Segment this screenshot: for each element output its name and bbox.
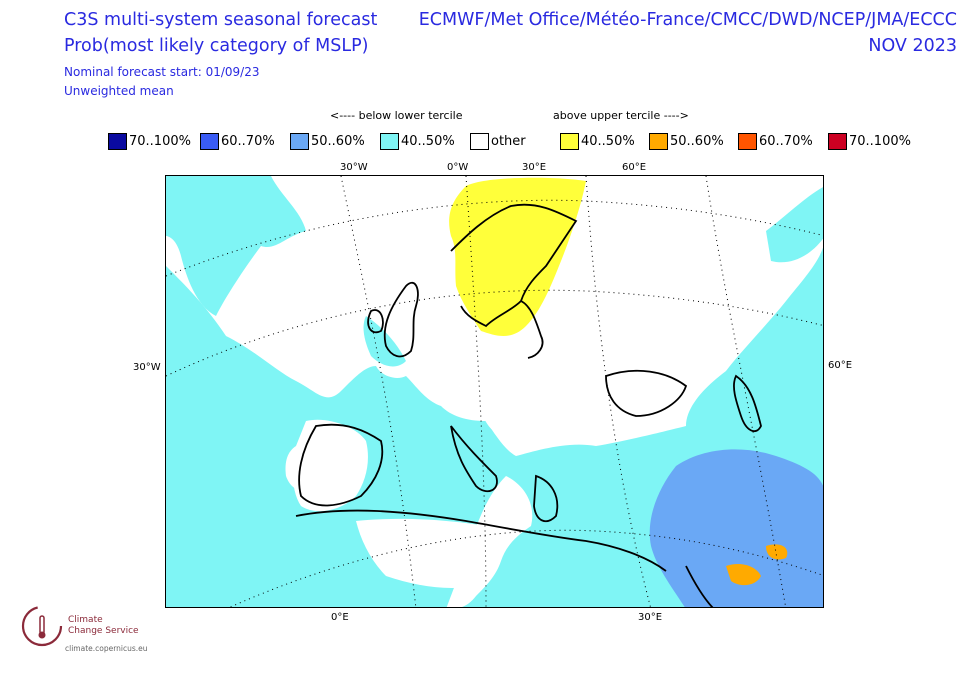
- bottom-label-0e: 0°E: [331, 612, 349, 623]
- above-tercile-label: above upper tercile ---->: [553, 109, 689, 122]
- legend-swatch: [828, 133, 847, 150]
- forecast-start: Nominal forecast start: 01/09/23: [64, 65, 260, 79]
- coast-caspian: [733, 374, 762, 433]
- legend-swatch: [560, 133, 579, 150]
- logo-line2: Change Service: [68, 626, 139, 636]
- white-atlantic-small: [285, 446, 318, 492]
- right-label-60e: 60°E: [828, 360, 853, 371]
- legend-swatch: [380, 133, 399, 150]
- coast-scandinavia: [450, 203, 578, 328]
- logo-line1: Climate: [68, 615, 103, 625]
- top-label-60e: 60°E: [622, 162, 647, 173]
- coast-greece: [533, 474, 559, 523]
- top-label-30e: 30°E: [522, 162, 547, 173]
- legend-label: 60..70%: [221, 134, 275, 149]
- below-tercile-label: <---- below lower tercile: [330, 109, 463, 122]
- legend-swatch: [470, 133, 489, 150]
- below-50-60-middle-east: [649, 449, 823, 607]
- legend-label: 50..60%: [670, 134, 724, 149]
- cyan-arctic-right: [766, 187, 823, 263]
- legend-label: 40..50%: [401, 134, 455, 149]
- coast-n-africa: [295, 509, 667, 572]
- method-note: Unweighted mean: [64, 84, 174, 98]
- coast-ireland: [367, 309, 384, 334]
- coast-baltic: [520, 300, 544, 359]
- centres-list: ECMWF/Met Office/Météo-France/CMCC/DWD/N…: [418, 10, 957, 30]
- legend-label: 60..70%: [759, 134, 813, 149]
- forecast-map: [165, 175, 824, 608]
- valid-month: NOV 2023: [868, 36, 957, 56]
- legend-swatch: [290, 133, 309, 150]
- top-label-30w: 30°W: [340, 162, 368, 173]
- map-title: C3S multi-system seasonal forecast: [64, 10, 378, 30]
- legend-swatch: [649, 133, 668, 150]
- orange-patch-1: [726, 564, 761, 586]
- legend-swatch: [738, 133, 757, 150]
- legend-label: other: [491, 134, 526, 149]
- cyan-atlantic-north: [166, 176, 306, 316]
- map-subtitle: Prob(most likely category of MSLP): [64, 36, 369, 56]
- legend-label: 50..60%: [311, 134, 365, 149]
- top-label-0w: 0°W: [447, 162, 469, 173]
- white-n-africa: [356, 518, 492, 588]
- coast-uk: [383, 281, 419, 358]
- logo-url: climate.copernicus.eu: [65, 644, 148, 653]
- map-svg: [166, 176, 823, 607]
- color-legend: 70..100% 60..70% 50..60% 40..50% other 40..50…: [0, 133, 971, 153]
- coast-iberia: [298, 423, 384, 507]
- graticule: [166, 176, 823, 607]
- left-label-30w: 30°W: [133, 362, 161, 373]
- coastlines: [295, 203, 762, 607]
- orange-patch-2: [766, 544, 788, 560]
- legend-label: 70..100%: [849, 134, 911, 149]
- above-40-50-scandinavia: [449, 177, 586, 336]
- coast-red-sea: [685, 565, 714, 607]
- legend-label: 70..100%: [129, 134, 191, 149]
- coast-black-sea: [605, 369, 688, 417]
- legend-swatch: [108, 133, 127, 150]
- coast-italy: [450, 425, 498, 493]
- copernicus-logo-icon: [21, 605, 63, 647]
- legend-label: 40..50%: [581, 134, 635, 149]
- bottom-label-30e: 30°E: [638, 612, 663, 623]
- orange-patches: [726, 544, 788, 586]
- white-central-med: [446, 476, 533, 607]
- legend-swatch: [200, 133, 219, 150]
